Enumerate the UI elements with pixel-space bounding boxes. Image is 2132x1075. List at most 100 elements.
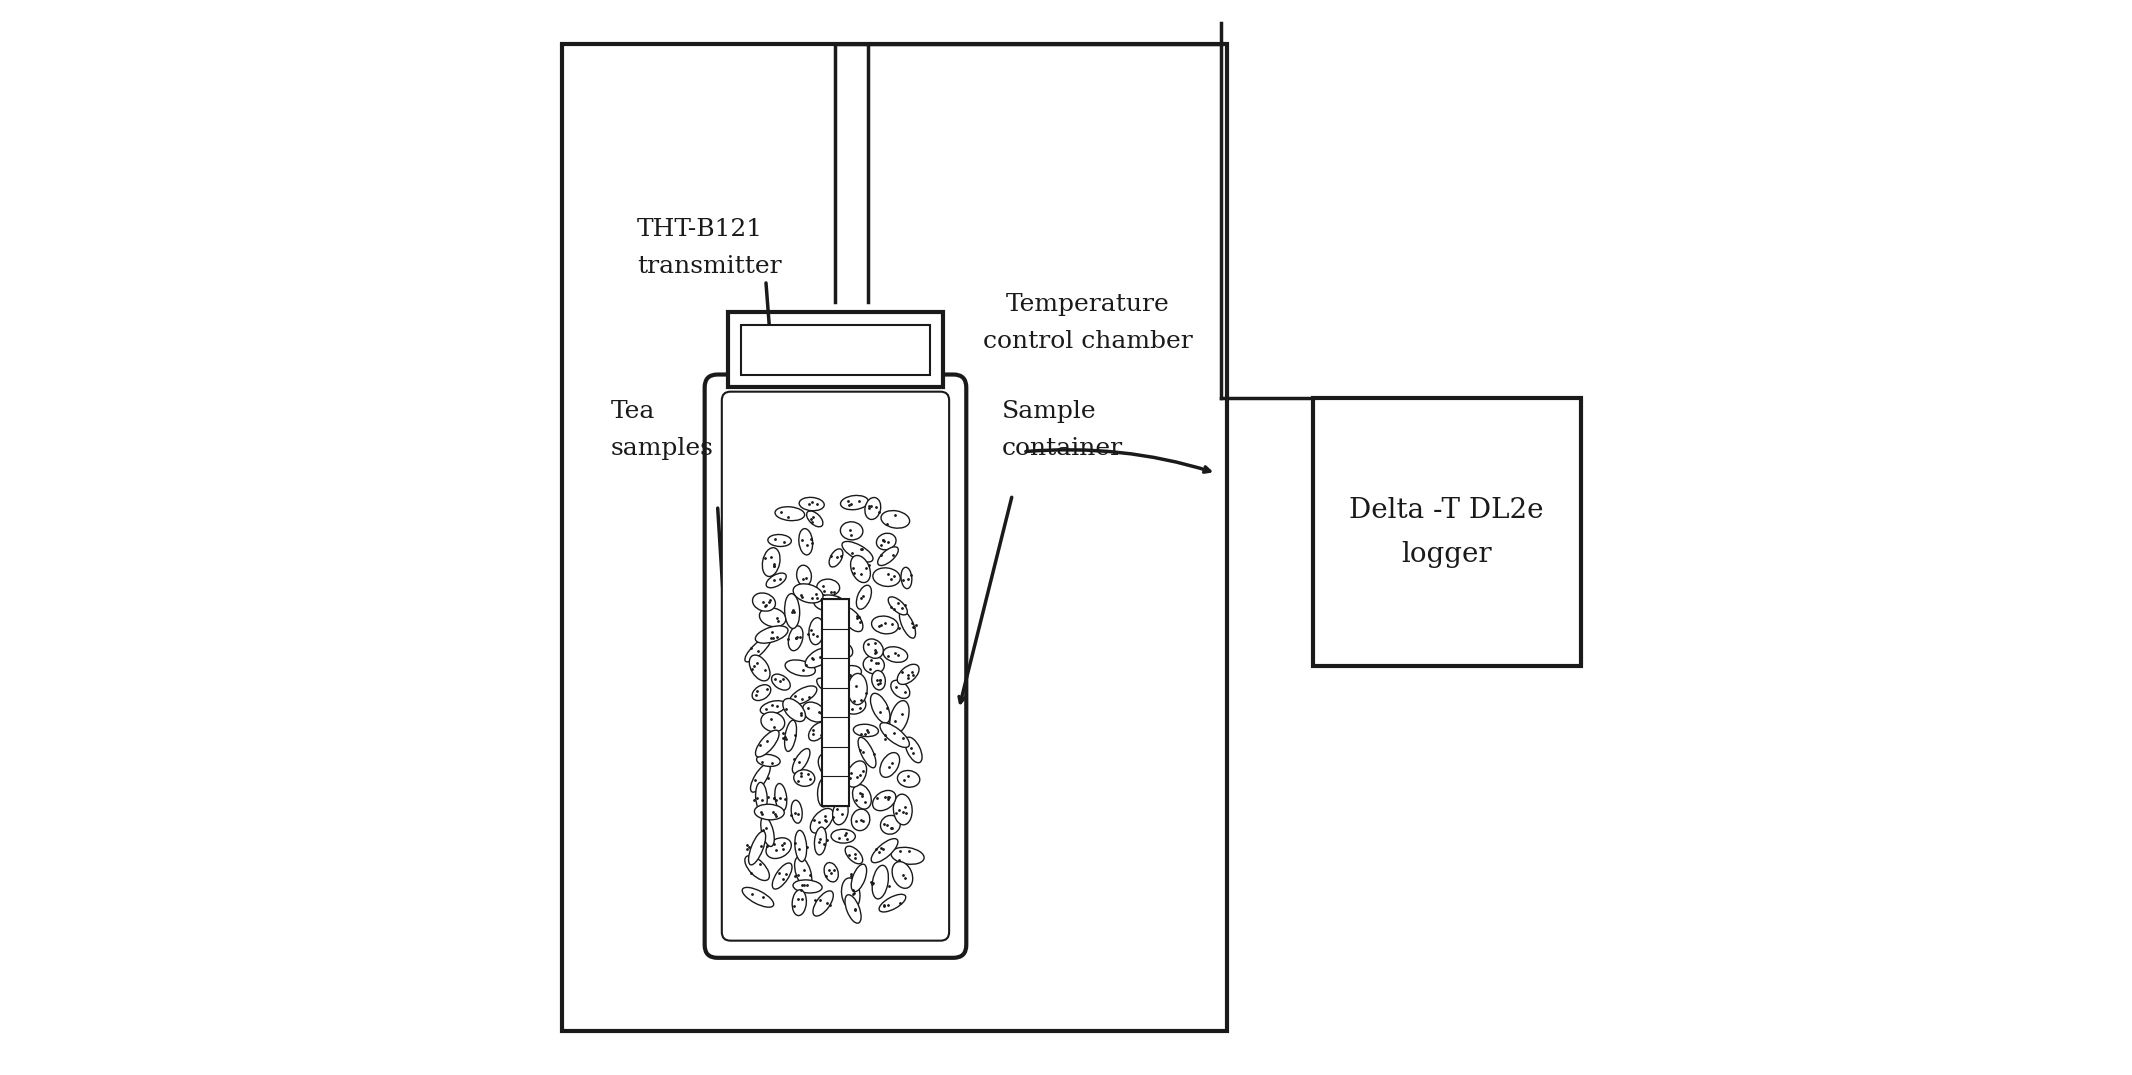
Bar [563, 44, 1226, 1031]
Bar [823, 599, 849, 805]
Ellipse shape [817, 579, 840, 596]
Ellipse shape [906, 737, 921, 763]
Ellipse shape [797, 565, 812, 586]
Ellipse shape [863, 639, 883, 658]
Ellipse shape [748, 655, 770, 680]
Ellipse shape [878, 894, 906, 912]
Ellipse shape [876, 533, 895, 549]
Ellipse shape [789, 686, 817, 705]
Text: THT-B121
transmitter: THT-B121 transmitter [637, 218, 782, 278]
Ellipse shape [785, 660, 814, 676]
Ellipse shape [755, 804, 785, 820]
Ellipse shape [846, 761, 866, 787]
Ellipse shape [793, 584, 823, 603]
Ellipse shape [753, 685, 772, 701]
Ellipse shape [891, 847, 923, 864]
Ellipse shape [744, 636, 772, 662]
Ellipse shape [819, 754, 840, 779]
Ellipse shape [898, 664, 919, 685]
Ellipse shape [793, 770, 814, 786]
Text: Tea
samples: Tea samples [610, 400, 714, 460]
Ellipse shape [842, 607, 863, 632]
Ellipse shape [883, 647, 908, 662]
Ellipse shape [753, 593, 776, 612]
Ellipse shape [853, 725, 878, 736]
Ellipse shape [900, 611, 915, 639]
Ellipse shape [791, 800, 802, 823]
Ellipse shape [851, 864, 866, 891]
Ellipse shape [750, 764, 770, 792]
Ellipse shape [800, 529, 812, 555]
Ellipse shape [878, 547, 898, 565]
Ellipse shape [829, 549, 842, 567]
Ellipse shape [844, 846, 863, 864]
Ellipse shape [889, 701, 908, 733]
Ellipse shape [902, 568, 912, 589]
Text: Sample
container: Sample container [1002, 400, 1124, 460]
Ellipse shape [772, 674, 791, 690]
Ellipse shape [755, 626, 789, 643]
Ellipse shape [761, 712, 785, 732]
Bar [729, 313, 942, 387]
Ellipse shape [823, 708, 846, 726]
Ellipse shape [793, 890, 806, 916]
Ellipse shape [785, 720, 797, 751]
Ellipse shape [881, 722, 910, 747]
Ellipse shape [808, 722, 827, 741]
Ellipse shape [817, 777, 831, 807]
Text: Delta -T DL2e
logger: Delta -T DL2e logger [1350, 497, 1544, 568]
Ellipse shape [785, 593, 800, 629]
Ellipse shape [806, 647, 831, 668]
Ellipse shape [772, 863, 791, 889]
Ellipse shape [881, 815, 900, 834]
Ellipse shape [872, 616, 898, 634]
Ellipse shape [831, 829, 855, 843]
Ellipse shape [881, 752, 900, 777]
Ellipse shape [893, 794, 912, 825]
Ellipse shape [842, 694, 866, 714]
Ellipse shape [795, 830, 806, 862]
Ellipse shape [808, 618, 823, 645]
Ellipse shape [806, 511, 823, 527]
Ellipse shape [765, 573, 787, 588]
Bar [1313, 398, 1580, 666]
Ellipse shape [842, 878, 859, 909]
Ellipse shape [891, 680, 910, 699]
Ellipse shape [849, 673, 868, 705]
Ellipse shape [814, 594, 844, 612]
Ellipse shape [744, 856, 770, 880]
Ellipse shape [872, 790, 895, 811]
Ellipse shape [898, 771, 919, 787]
Ellipse shape [757, 755, 780, 766]
Ellipse shape [761, 817, 774, 846]
Ellipse shape [891, 861, 912, 888]
Ellipse shape [802, 702, 825, 722]
Ellipse shape [870, 693, 889, 723]
Ellipse shape [831, 723, 849, 747]
Ellipse shape [748, 831, 765, 865]
Ellipse shape [817, 678, 842, 698]
Ellipse shape [800, 498, 825, 511]
Ellipse shape [834, 801, 849, 825]
Ellipse shape [793, 880, 823, 893]
Ellipse shape [812, 891, 834, 916]
Ellipse shape [795, 857, 812, 888]
Ellipse shape [872, 671, 885, 690]
Ellipse shape [857, 585, 872, 610]
Ellipse shape [842, 542, 872, 562]
Ellipse shape [782, 699, 806, 721]
Ellipse shape [840, 496, 868, 510]
Ellipse shape [765, 837, 791, 859]
Ellipse shape [759, 607, 787, 627]
Ellipse shape [776, 506, 804, 520]
Ellipse shape [872, 838, 898, 863]
FancyBboxPatch shape [706, 374, 966, 958]
Ellipse shape [844, 894, 861, 923]
Ellipse shape [825, 862, 838, 882]
Ellipse shape [853, 785, 872, 809]
Ellipse shape [851, 809, 870, 831]
Ellipse shape [814, 827, 827, 855]
Ellipse shape [863, 656, 885, 674]
Ellipse shape [774, 784, 787, 812]
Ellipse shape [763, 547, 780, 576]
